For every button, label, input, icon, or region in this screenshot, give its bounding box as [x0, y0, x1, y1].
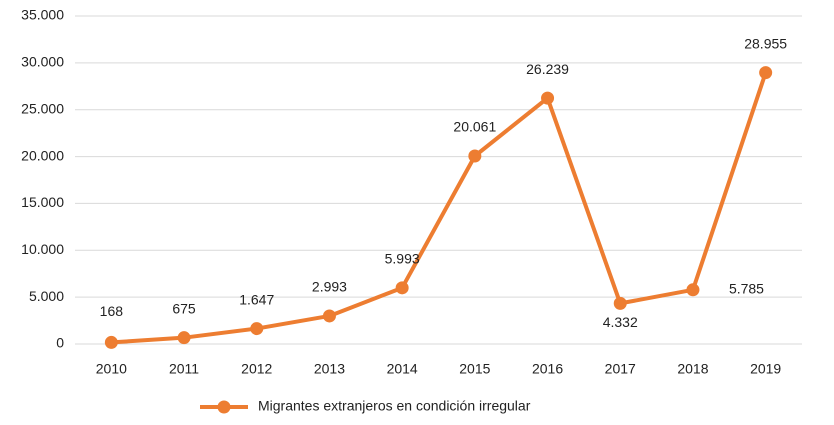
data-label: 675 [172, 300, 196, 316]
data-label: 28.955 [744, 35, 787, 51]
point [177, 331, 191, 345]
point [468, 149, 482, 163]
x-tick-label: 2015 [459, 361, 490, 377]
line [111, 72, 768, 345]
y-tick-label: 30.000 [21, 54, 64, 70]
point [322, 309, 336, 323]
point [104, 335, 118, 349]
data-label: 26.239 [526, 61, 569, 77]
x-tick-label: 2010 [96, 361, 127, 377]
data-label: 5.993 [385, 251, 420, 267]
y-tick-label: 25.000 [21, 100, 64, 116]
x-tick-label: 2016 [532, 361, 563, 377]
legend-marker [217, 400, 231, 414]
point [395, 281, 409, 295]
data-label: 1.647 [239, 291, 274, 307]
y-tick-label: 10.000 [21, 241, 64, 257]
y-tick-label: 20.000 [21, 147, 64, 163]
data-label: 2.993 [312, 279, 347, 295]
y-tick-label: 15.000 [21, 194, 64, 210]
x-tick-label: 2019 [750, 361, 781, 377]
point [759, 66, 773, 80]
y-tick-label: 5.000 [29, 288, 64, 304]
x-tick-label: 2014 [387, 361, 418, 377]
data-label: 168 [100, 303, 124, 319]
legend-label: Migrantes extranjeros en condición irreg… [258, 398, 531, 414]
x-tick-label: 2018 [677, 361, 708, 377]
point [686, 283, 700, 297]
x-tick-label: 2017 [605, 361, 636, 377]
point [613, 296, 627, 310]
x-tick-label: 2012 [241, 361, 272, 377]
y-tick-label: 0 [56, 335, 64, 351]
data-label: 4.332 [603, 314, 638, 330]
data-label: 5.785 [729, 280, 764, 296]
x-tick-label: 2013 [314, 361, 345, 377]
point [250, 322, 264, 336]
data-label: 20.061 [453, 119, 496, 135]
point [541, 91, 555, 105]
x-tick-label: 2011 [169, 361, 199, 377]
y-tick-label: 35.000 [21, 7, 64, 23]
